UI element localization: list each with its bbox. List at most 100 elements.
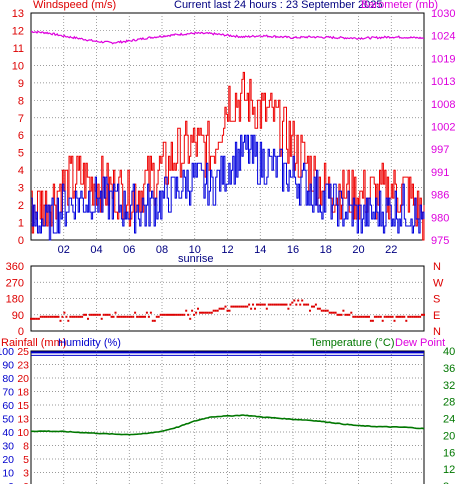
direction-point: [132, 315, 135, 318]
direction-point: [226, 309, 229, 312]
barometer-tick-label: 1030: [431, 8, 455, 20]
direction-point: [222, 307, 225, 310]
hour-tick-label: 04: [90, 244, 102, 256]
direction-point: [45, 315, 48, 318]
direction-point: [305, 303, 308, 306]
direction-point: [151, 319, 154, 322]
direction-point: [90, 313, 93, 316]
compass-tick-label: N: [433, 261, 441, 273]
direction-point: [104, 313, 107, 316]
rainfall-tick-label: 18: [17, 387, 29, 399]
direction-point: [385, 315, 388, 318]
direction-point: [350, 311, 353, 314]
direction-point: [171, 313, 174, 316]
direction-point: [230, 305, 233, 308]
compass-tick-label: S: [433, 294, 440, 306]
direction-point: [309, 309, 311, 312]
direction-point: [314, 303, 317, 306]
direction-point: [96, 313, 99, 316]
direction-point: [273, 303, 276, 306]
rainfall-tick-label: 5: [23, 454, 29, 466]
direction-point: [405, 319, 408, 322]
direction-point: [83, 313, 86, 316]
direction-point: [208, 311, 211, 314]
wind-tick-label: 0: [18, 235, 24, 247]
direction-point: [102, 313, 105, 316]
humidity-tick-label: 0: [8, 481, 14, 484]
direction-point: [263, 303, 266, 306]
rainfall-tick-label: 10: [17, 427, 29, 439]
direction-point: [53, 315, 56, 318]
direction-point: [285, 303, 288, 306]
direction-point: [342, 309, 345, 312]
direction-point: [30, 317, 32, 320]
direction-point: [242, 305, 245, 308]
wind-tick-label: 13: [12, 8, 24, 20]
direction-point: [409, 315, 412, 318]
wind-tick-label: 4: [18, 165, 24, 177]
direction-point: [283, 303, 286, 306]
direction-point: [332, 311, 335, 314]
humidity-tick-label: 10: [2, 468, 14, 480]
direction-point: [41, 315, 44, 318]
direction-point: [328, 311, 331, 314]
hour-tick-label: 10: [189, 244, 201, 256]
direction-point: [334, 311, 337, 314]
rainfall-axis-title: Rainfall (mm): [1, 337, 66, 349]
direction-point: [421, 313, 423, 316]
direction-tick-label: 180: [6, 294, 24, 306]
rainfall-tick-label: 25: [17, 346, 29, 358]
direction-point: [311, 305, 313, 308]
direction-point: [169, 313, 172, 316]
temperature-tick-label: 40: [443, 346, 455, 358]
direction-point: [383, 315, 386, 318]
direction-point: [257, 303, 260, 306]
direction-point: [39, 315, 42, 318]
humidity-tick-label: 20: [2, 454, 14, 466]
hour-tick-label: 14: [254, 244, 266, 256]
chart-title: Current last 24 hours : 23 September 202…: [174, 0, 383, 11]
direction-point: [344, 313, 347, 316]
temperature-tick-label: 20: [443, 430, 455, 442]
humidity-tick-label: 70: [2, 387, 14, 399]
direction-point: [193, 313, 196, 316]
direction-point: [37, 317, 40, 320]
direction-point: [153, 319, 156, 322]
direction-point: [69, 315, 72, 318]
wind-tick-label: 6: [18, 130, 24, 142]
humidity-grid: [31, 351, 424, 484]
direction-point: [293, 299, 296, 302]
direction-point: [75, 315, 78, 318]
direction-point: [71, 315, 74, 318]
direction-series: [30, 299, 425, 322]
humidity-tick-label: 90: [2, 360, 14, 372]
direction-point: [240, 305, 243, 308]
direction-point: [201, 311, 203, 314]
hour-tick-label: 02: [58, 244, 70, 256]
hour-tick-label: 20: [352, 244, 364, 256]
direction-point: [177, 313, 180, 316]
temperature-tick-label: 12: [443, 464, 455, 476]
barometer-tick-label: 991: [431, 167, 449, 179]
direction-point: [224, 305, 227, 308]
direction-point: [368, 315, 370, 318]
direction-point: [128, 315, 131, 318]
direction-point: [377, 315, 380, 318]
direction-point: [238, 305, 241, 308]
wind-tick-label: 10: [12, 60, 24, 72]
compass-tick-label: N: [433, 326, 441, 338]
direction-point: [126, 315, 129, 318]
direction-point: [197, 307, 199, 310]
direction-point: [397, 315, 400, 318]
direction-point: [122, 315, 125, 318]
direction-point: [411, 315, 414, 318]
hour-tick-label: 08: [156, 244, 168, 256]
direction-point: [149, 311, 152, 314]
direction-point: [354, 315, 357, 318]
direction-point: [232, 305, 235, 308]
direction-point: [401, 315, 404, 318]
direction-point: [297, 299, 300, 302]
direction-point: [320, 309, 323, 312]
direction-point: [373, 315, 376, 318]
direction-point: [116, 315, 119, 318]
